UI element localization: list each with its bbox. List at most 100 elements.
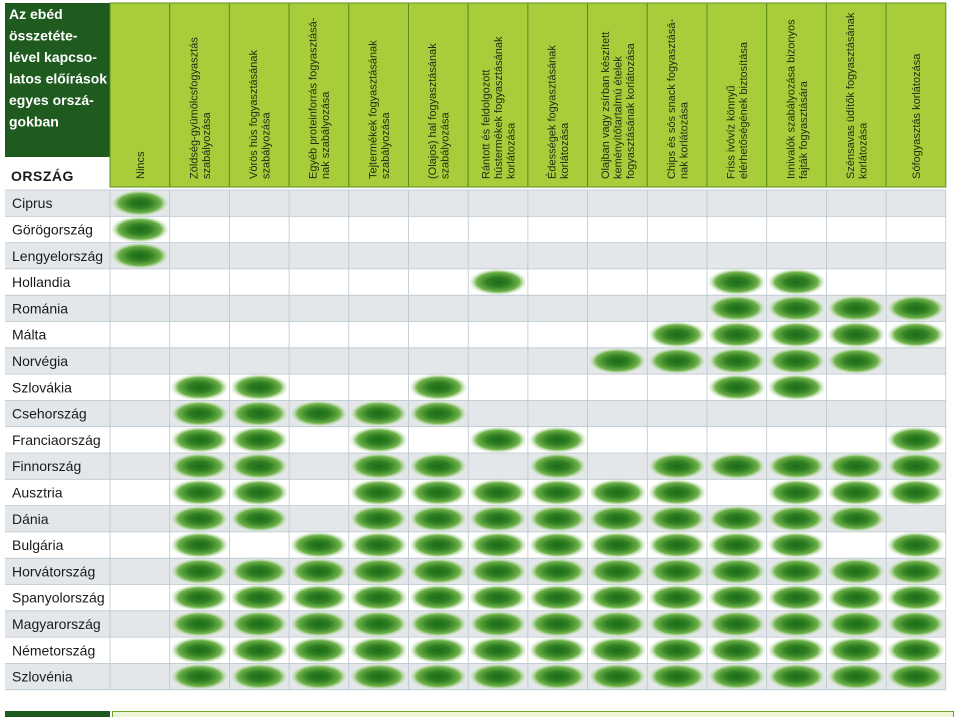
mark-cell [709,506,765,532]
row-header-label: ORSZÁG [11,168,74,184]
mark-cell [828,506,885,532]
column-header-label: korlátozása [506,122,518,179]
mark-cell [529,479,586,506]
mark-cell [350,585,407,611]
mark-cell [350,479,407,506]
mark-cell [828,558,885,584]
mark-cell [888,295,944,321]
mark-cell [410,637,467,663]
column-header-label: szabályozása [380,111,392,179]
mark-cell [768,479,825,506]
mark-cell [709,295,765,321]
mark-cell [888,663,944,690]
chart-title-line: lével kapcso- [9,49,97,65]
mark-cell [589,532,646,558]
row-header-cell [5,157,110,190]
mark-cell [231,611,288,637]
mark-cell [171,453,228,479]
mark-cell [231,585,288,611]
strip-light-cells [112,711,954,717]
mark-cell [709,637,765,663]
mark-cell [709,374,765,400]
mark-cell [828,348,885,374]
mark-cell [410,663,467,690]
mark-cell [470,611,526,637]
column-header-cell [467,2,529,188]
column-header-label: Egyéb proteinforrás fogyasztásá- [308,17,320,179]
strip-dark-cell [5,711,110,717]
column-header-label: fajták fogyasztására [798,80,810,179]
column-header-cell [825,2,887,188]
column-header-label: Zöldség-gyümölcsfogyasztás [188,37,200,179]
mark-cell [470,479,526,506]
mark-cell [529,532,586,558]
mark-cell [649,506,705,532]
column-header-cell [885,2,947,188]
mark-cell [649,558,705,584]
mark-cell [768,611,825,637]
column-header-label: Vörös hús fogyasztásának [248,49,260,179]
country-label: Bulgária [12,537,64,553]
column-header-label: nak korlátozása [678,101,690,179]
mark-cell [291,611,347,637]
column-header-label: Tejtermékek fogyasztásának [367,40,379,179]
mark-cell [768,558,825,584]
mark-cell [888,453,944,479]
mark-cell [350,532,407,558]
mark-cell [768,585,825,611]
title-cell [5,3,110,157]
mark-cell [888,322,944,348]
mark-cell [589,348,646,374]
mark-cell [231,374,288,400]
column-header-cell [288,2,350,188]
mark-cell [171,400,228,427]
mark-cell [649,532,705,558]
mark-cell [410,506,467,532]
mark-cell [350,558,407,584]
mark-cell [171,663,228,690]
mark-cell [589,506,646,532]
mark-cell [709,611,765,637]
mark-cell [888,479,944,506]
mark-cell [649,479,705,506]
column-header-cell [348,2,409,188]
column-header-label: fogyasztásának korlátozása [625,42,637,179]
mark-cell [828,663,885,690]
mark-cell [649,637,705,663]
mark-cell [649,322,705,348]
mark-cell [171,585,228,611]
mark-cell [291,400,347,427]
mark-cell [410,585,467,611]
country-label: Románia [12,300,68,316]
mark-cell [709,558,765,584]
mark-cell [410,479,467,506]
table-row [5,400,946,427]
mark-cell [709,269,765,295]
mark-cell [529,637,586,663]
mark-cell [768,663,825,690]
mark-cell [231,453,288,479]
country-label: Magyarország [12,616,101,632]
mark-cell [709,585,765,611]
mark-cell [231,427,288,453]
country-label: Horvátország [12,563,95,579]
mark-cell [350,637,407,663]
mark-cell [529,558,586,584]
column-header-label: keményítőtartalmú ételek [612,56,624,179]
mark-cell [410,453,467,479]
mark-cell [470,558,526,584]
mark-cell [350,427,407,453]
column-header-label: korlátozása [858,122,870,179]
country-label: Németország [12,642,95,658]
mark-cell [888,637,944,663]
mark-cell [470,506,526,532]
column-header-label: szabályozása [201,111,213,179]
mark-cell [350,506,407,532]
mark-cell [649,453,705,479]
column-header-label: Szénsavas üdítők fogyasztásának [845,12,857,179]
column-header-label: Innivalók szabályozása bizonyos [785,19,797,179]
country-label: Spanyolország [12,590,105,606]
chart-title-line: latos előírások [9,71,107,87]
mark-cell [768,269,825,295]
mark-cell [470,532,526,558]
